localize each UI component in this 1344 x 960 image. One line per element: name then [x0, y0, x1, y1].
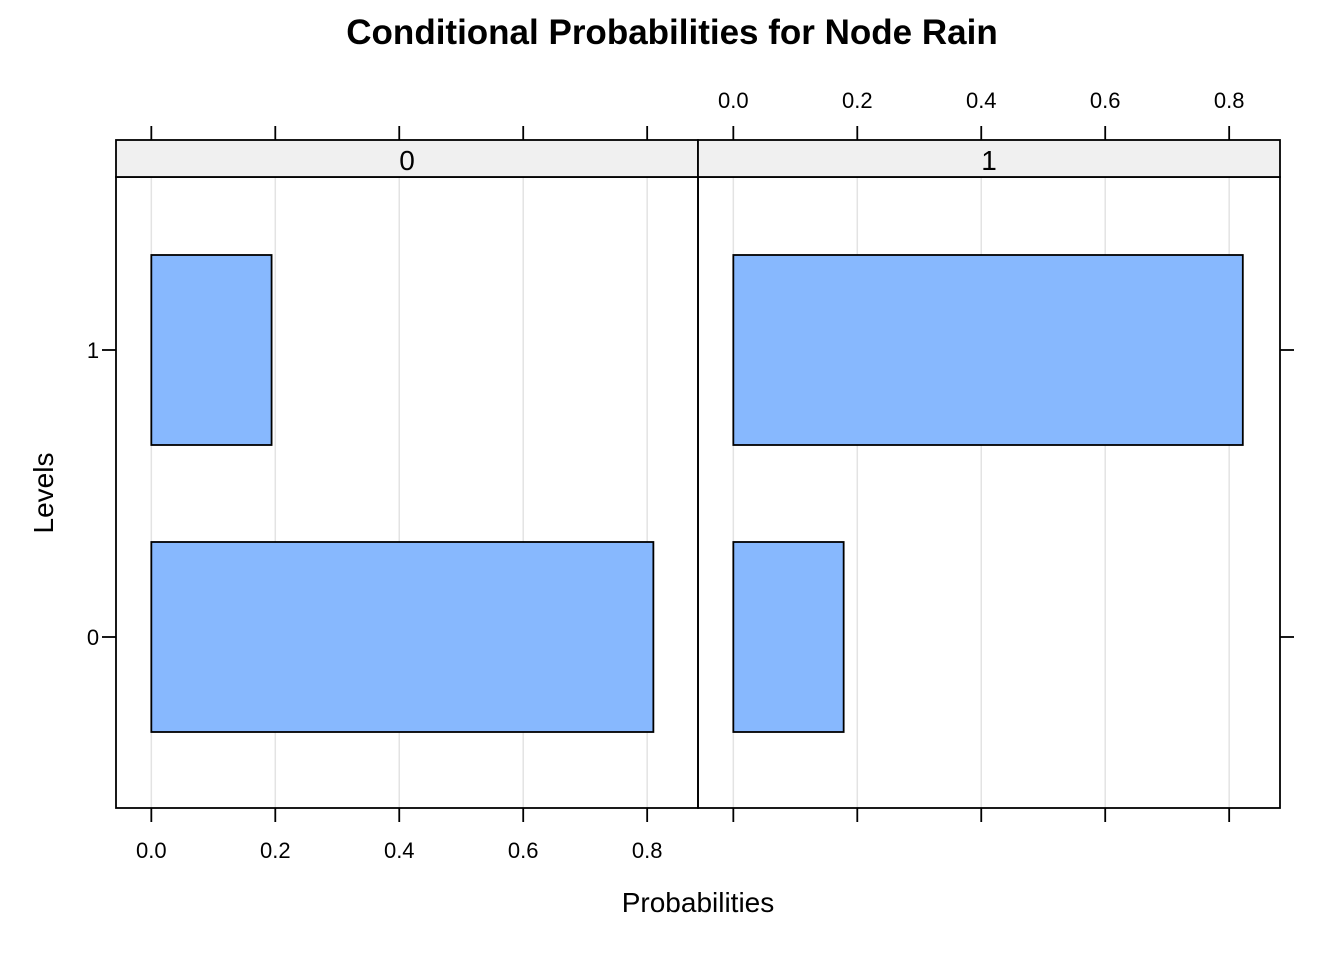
strip-label: 0 [399, 145, 415, 176]
x-tick-label: 0.2 [842, 88, 873, 113]
chart-title: Conditional Probabilities for Node Rain [346, 13, 997, 52]
x-tick-label: 0.4 [966, 88, 997, 113]
x-axis-label: Probabilities [622, 887, 775, 918]
x-tick-label: 0.4 [384, 838, 415, 863]
x-tick-label: 0.2 [260, 838, 291, 863]
bar-panel-1-level-1 [732, 254, 1244, 446]
y-tick-label: 1 [87, 338, 99, 363]
y-axis: 01 [87, 338, 1294, 650]
panel-1: 1 0.0 0.2 0.4 0.6 0.8 [697, 88, 1281, 822]
panels: 00.0 0.2 0.4 0.6 0.810.0 0.2 0.4 0.6 0.801 [87, 88, 1294, 863]
x-tick-label: 0.8 [632, 838, 663, 863]
bar-panel-0-level-1 [150, 254, 273, 446]
bar-panel-0-level-0 [150, 541, 655, 733]
panel-strip [697, 139, 1281, 178]
strip-label: 1 [981, 145, 997, 176]
x-tick-label: 0.8 [1214, 88, 1245, 113]
bar-panel-1-level-0 [732, 541, 845, 733]
x-tick-label: 0.6 [508, 838, 539, 863]
x-tick-label: 0.0 [136, 838, 167, 863]
x-tick-label: 0.0 [718, 88, 749, 113]
y-axis-label: Levels [28, 453, 59, 534]
x-tick-label: 0.6 [1090, 88, 1121, 113]
panel-strip [115, 139, 699, 178]
y-tick-label: 0 [87, 625, 99, 650]
panel-0: 0 0.0 0.2 0.4 0.6 0.8 [115, 126, 699, 863]
